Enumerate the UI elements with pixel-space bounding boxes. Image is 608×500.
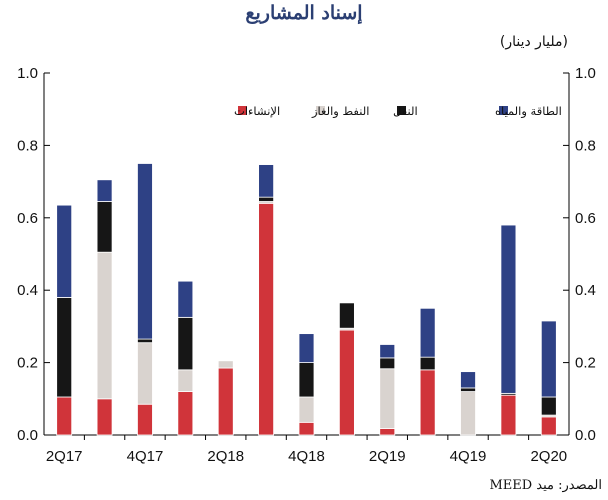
x-tick-label: 2Q20 <box>530 448 567 465</box>
legend-swatch <box>316 106 325 115</box>
bar-segment <box>540 396 557 416</box>
legend-swatch <box>499 106 508 115</box>
x-tick-label: 4Q17 <box>127 448 164 465</box>
unit-label: (مليار دينار) <box>499 34 568 50</box>
bar-segment <box>460 387 476 392</box>
legend-swatch <box>397 106 406 115</box>
source-note: المصدر: ميد MEED <box>489 478 602 493</box>
bar-segment <box>540 320 557 398</box>
bar-segment <box>96 201 113 253</box>
bar-segment <box>419 307 436 358</box>
y-tick-label-left: 0.0 <box>17 427 38 444</box>
y-tick-label-right: 0.2 <box>575 355 596 372</box>
bar-segment <box>379 368 396 429</box>
bar-segment <box>258 164 275 198</box>
bar-segment <box>500 224 517 394</box>
bar-segment <box>137 163 153 340</box>
bar-segment <box>137 338 153 344</box>
bar-segment <box>56 297 73 398</box>
y-tick-label-left: 0.2 <box>17 355 38 372</box>
bar-segment <box>177 369 194 392</box>
bar-segment <box>217 360 234 369</box>
bar-segment <box>177 391 194 436</box>
bar-segment <box>338 302 355 329</box>
y-tick-label-right: 0.8 <box>575 137 596 154</box>
bar-segment <box>137 403 153 436</box>
y-tick-label-right: 0.4 <box>575 282 596 299</box>
axes: 0.0 0.0 0.2 0.2 0.4 0.4 0.6 0.6 0.8 0.8 1.0 1.0 2Q17… <box>17 65 596 465</box>
bar-segment <box>500 394 517 436</box>
bar-segment <box>379 428 396 436</box>
bar-segment <box>379 344 396 359</box>
bar-segment <box>540 416 557 436</box>
bar-segment <box>217 367 234 436</box>
bar-segment <box>298 333 315 364</box>
y-tick-label-left: 0.8 <box>17 137 38 154</box>
bar-segment <box>56 204 73 298</box>
bar-segment <box>379 357 396 370</box>
legend: الطاقة والمياه النقل النفط والغاز الإنشاءات <box>234 104 562 119</box>
bar-segment <box>338 329 355 436</box>
y-tick-label-right: 1.0 <box>575 65 596 82</box>
legend-label: الإنشاءات <box>234 104 280 118</box>
y-tick-label-left: 0.4 <box>17 282 38 299</box>
chart-title: إسناد المشاريع <box>245 2 363 24</box>
legend-swatch <box>238 106 247 115</box>
x-tick-label: 2Q19 <box>369 448 406 465</box>
bar-segment <box>298 421 315 436</box>
bar-segment <box>419 356 436 371</box>
x-tick-label: 2Q18 <box>207 448 244 465</box>
bar-segment <box>258 196 275 202</box>
x-tick-label: 4Q18 <box>288 448 325 465</box>
bar-segment <box>96 398 113 436</box>
y-tick-label-right: 0.6 <box>575 210 596 227</box>
y-tick-label-left: 0.6 <box>17 210 38 227</box>
bar-segment <box>177 280 194 318</box>
bar-segment <box>298 396 315 423</box>
legend-label: النفط والغاز <box>311 104 369 119</box>
bar-segment <box>460 391 476 436</box>
bars <box>56 163 557 436</box>
bar-segment <box>298 362 315 398</box>
legend-label: النقل <box>393 104 418 118</box>
y-tick-label-right: 0.0 <box>575 427 596 444</box>
legend-label: الطاقة والمياه <box>495 104 562 119</box>
bar-segment <box>56 396 73 436</box>
bar-segment <box>419 369 436 436</box>
bar-segment <box>96 251 113 400</box>
bar-segment <box>177 316 194 371</box>
x-tick-label: 4Q19 <box>450 448 487 465</box>
x-tick-label: 2Q17 <box>46 448 83 465</box>
y-tick-label-left: 1.0 <box>17 65 38 82</box>
bar-segment <box>460 371 476 389</box>
bar-segment <box>96 179 113 202</box>
bar-segment <box>258 202 275 436</box>
bar-segment <box>137 342 153 405</box>
